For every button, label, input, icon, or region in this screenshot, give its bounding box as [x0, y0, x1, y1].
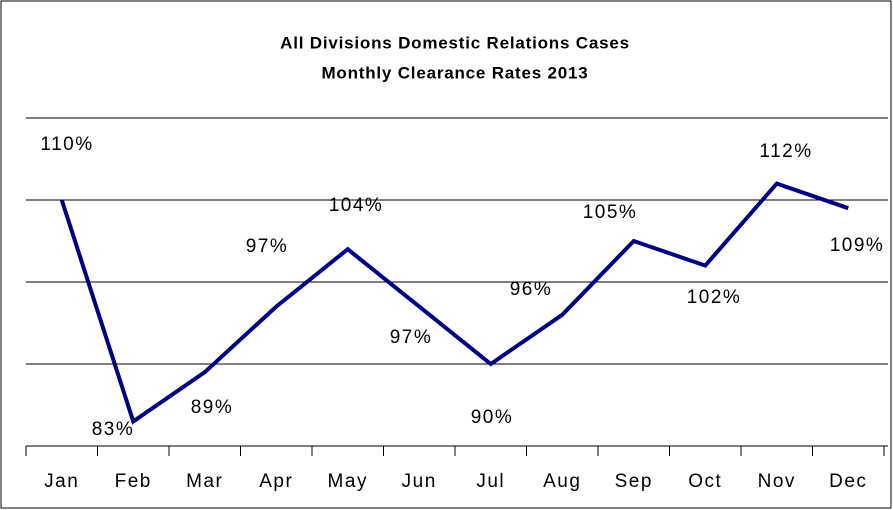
line	[59, 181, 849, 425]
data-label: 102%	[687, 287, 742, 308]
x-tick-label: Nov	[758, 471, 796, 492]
data-label: 109%	[830, 235, 885, 256]
data-label: 104%	[329, 195, 384, 216]
data-label: 96%	[510, 279, 553, 300]
x-tick-label: Jul	[476, 471, 505, 492]
x-tick-label: Dec	[829, 471, 867, 492]
data-label: 97%	[246, 236, 289, 257]
x-tick-label: Aug	[543, 471, 581, 492]
data-label: 83%	[92, 419, 135, 440]
chart-subtitle: Monthly Clearance Rates 2013	[321, 63, 588, 82]
data-label: 90%	[471, 407, 514, 428]
data-label: 89%	[191, 397, 234, 418]
x-tick-label: May	[328, 471, 368, 492]
data-label: 112%	[759, 141, 812, 162]
data-label: 110%	[40, 134, 93, 155]
x-tick-label: Apr	[259, 471, 293, 492]
data-label: 97%	[390, 327, 433, 348]
x-tick-label: Oct	[688, 471, 722, 492]
x-tick-label: Mar	[186, 471, 223, 492]
chart-title: All Divisions Domestic Relations Cases	[280, 33, 630, 52]
data-label: 105%	[583, 202, 638, 223]
x-tick-label: Sep	[615, 471, 653, 492]
x-tick-label: Jun	[402, 471, 437, 492]
x-tick-label: Jan	[44, 471, 79, 492]
x-tick-label: Feb	[115, 471, 152, 492]
